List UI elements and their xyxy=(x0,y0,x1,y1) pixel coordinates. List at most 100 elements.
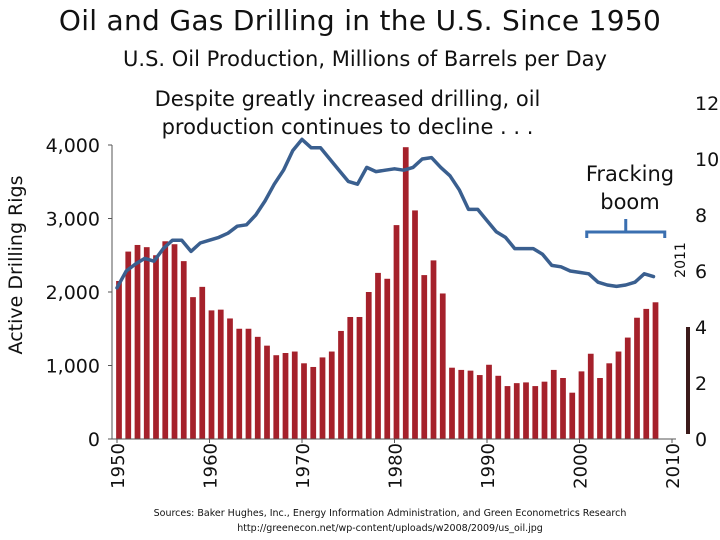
bar-1963 xyxy=(236,328,243,439)
production-point-1976 xyxy=(356,183,359,185)
production-point-2002 xyxy=(597,281,599,284)
fracking-line-2: boom xyxy=(600,190,660,214)
production-point-1986 xyxy=(449,175,451,177)
production-point-1955 xyxy=(162,247,165,250)
chart-subtitle: U.S. Oil Production, Millions of Barrels… xyxy=(123,47,607,71)
production-point-1952 xyxy=(134,263,137,265)
y2-tick-label-6: 6 xyxy=(695,261,707,283)
bar-1984 xyxy=(430,260,437,439)
y-tick-label-0: 0 xyxy=(88,429,100,451)
production-point-1953 xyxy=(143,257,146,260)
production-point-1951 xyxy=(125,270,128,272)
production-point-1982 xyxy=(412,166,414,169)
y-tick-label-2000: 2,000 xyxy=(46,282,100,304)
production-point-1981 xyxy=(402,169,405,171)
production-line-group xyxy=(115,137,656,290)
bar-1990 xyxy=(486,364,492,439)
bar-2006 xyxy=(634,317,640,439)
production-point-1963 xyxy=(236,225,239,227)
bar-1996 xyxy=(541,381,548,439)
bar-1959 xyxy=(199,286,206,439)
sources-line-2: http://greenecon.net/wp-content/uploads/… xyxy=(237,523,543,534)
production-point-1983 xyxy=(421,158,424,160)
production-point-1978 xyxy=(375,170,377,173)
production-point-1959 xyxy=(199,242,202,244)
production-point-1965 xyxy=(254,214,257,216)
bar-1994 xyxy=(523,382,529,439)
production-point-1984 xyxy=(430,156,433,159)
sources-line-1: Sources: Baker Hughes, Inc., Energy Info… xyxy=(153,508,627,519)
x-tick-label-1970: 1970 xyxy=(293,443,314,489)
production-point-1971 xyxy=(310,147,313,149)
annotation-text: Despite greatly increased drilling, oil … xyxy=(115,85,580,141)
bar-2000 xyxy=(578,371,585,439)
bar-1952 xyxy=(134,244,141,439)
fracking-line-1: Fracking xyxy=(585,162,675,186)
bar-1962 xyxy=(227,318,233,439)
bar-1973 xyxy=(328,351,335,439)
bar-2005 xyxy=(624,337,631,439)
production-point-1987 xyxy=(458,189,461,191)
bracket-year-label: 2011 xyxy=(673,242,689,278)
bar-1974 xyxy=(338,330,344,439)
production-point-1968 xyxy=(282,169,285,171)
bar-1987 xyxy=(458,369,465,439)
production-point-1990 xyxy=(486,219,488,222)
bar-1953 xyxy=(143,247,150,439)
production-point-1972 xyxy=(319,147,322,149)
bar-1966 xyxy=(264,345,270,439)
bar-1967 xyxy=(273,355,280,439)
production-point-1996 xyxy=(541,253,544,255)
bar-1968 xyxy=(282,353,289,439)
bar-1957 xyxy=(180,261,187,439)
y2-tick-label-0: 0 xyxy=(695,429,707,451)
bar-1986 xyxy=(449,367,455,439)
production-point-1967 xyxy=(273,183,276,185)
x-tick-label-1960: 1960 xyxy=(201,443,222,489)
y-tick-label-3000: 3,000 xyxy=(46,209,100,231)
production-point-2007 xyxy=(643,273,646,275)
bar-1965 xyxy=(254,336,261,439)
bar-1980 xyxy=(393,225,400,439)
bar-1978 xyxy=(375,272,381,439)
production-point-1973 xyxy=(328,158,331,160)
production-point-1995 xyxy=(532,247,535,250)
bar-2002 xyxy=(597,378,603,439)
oil-production-line xyxy=(115,137,656,290)
bar-1951 xyxy=(125,251,132,439)
annotation-line-2: production continues to decline . . . xyxy=(161,115,534,139)
production-point-2003 xyxy=(606,284,609,286)
bar-1977 xyxy=(365,292,372,439)
production-point-1992 xyxy=(504,236,507,239)
x-tick-label-1950: 1950 xyxy=(108,443,129,489)
bar-1956 xyxy=(171,244,178,439)
bar-1975 xyxy=(347,316,354,439)
bar-1970 xyxy=(301,363,307,439)
production-point-1975 xyxy=(347,180,350,183)
bar-2008 xyxy=(652,302,659,439)
production-point-1956 xyxy=(171,239,174,241)
bar-1989 xyxy=(476,375,483,439)
y2-tick-label-12: 12 xyxy=(695,93,719,115)
bar-1972 xyxy=(319,357,326,439)
production-point-1994 xyxy=(523,247,525,250)
production-point-2008 xyxy=(652,275,655,278)
fracking-annotation: Fracking boom xyxy=(570,160,690,216)
production-point-1980 xyxy=(393,168,396,170)
bar-1964 xyxy=(245,328,252,439)
bar-1954 xyxy=(153,255,159,439)
production-point-1997 xyxy=(550,264,553,267)
production-point-1993 xyxy=(513,247,516,250)
x-tick-label-1990: 1990 xyxy=(478,443,499,489)
bar-1988 xyxy=(467,370,474,439)
fracking-bracket xyxy=(585,219,667,238)
production-point-2004 xyxy=(615,285,618,288)
production-point-1962 xyxy=(227,232,229,234)
bars-group xyxy=(116,147,659,440)
bar-1976 xyxy=(356,316,363,439)
production-point-1999 xyxy=(569,270,572,272)
bar-1993 xyxy=(513,383,520,439)
bar-1992 xyxy=(504,386,511,439)
y2-tick-label-2: 2 xyxy=(695,373,707,395)
